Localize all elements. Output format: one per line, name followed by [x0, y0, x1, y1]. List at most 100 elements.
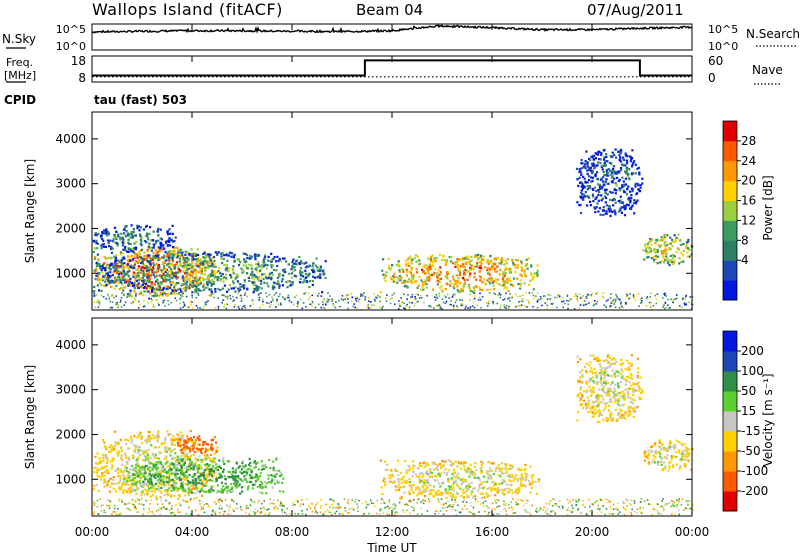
- range-cell: [115, 284, 118, 288]
- range-cell: [206, 480, 209, 483]
- range-cell: [367, 305, 370, 307]
- range-cell: [161, 478, 164, 481]
- range-cell: [431, 254, 434, 257]
- range-cell: [173, 272, 176, 275]
- range-cell: [398, 300, 400, 302]
- range-cell: [282, 269, 285, 272]
- range-cell: [478, 256, 481, 260]
- range-cell: [188, 473, 191, 477]
- range-cell: [170, 449, 173, 452]
- range-cell: [452, 285, 455, 288]
- nave-tick-top: 60: [708, 54, 723, 68]
- range-cell: [491, 263, 494, 267]
- range-cell: [94, 306, 97, 309]
- range-cell: [481, 288, 484, 291]
- range-cell: [201, 494, 204, 497]
- range-cell: [607, 182, 610, 185]
- range-cell: [188, 489, 191, 492]
- range-cell: [215, 450, 218, 453]
- range-cell: [135, 283, 139, 287]
- range-cell: [470, 255, 473, 258]
- range-cell: [414, 302, 417, 305]
- range-cell: [132, 258, 135, 261]
- range-cell: [230, 487, 233, 490]
- range-cell: [131, 235, 134, 238]
- range-cell: [248, 306, 251, 308]
- range-cell: [431, 461, 434, 464]
- range-cell: [582, 165, 585, 169]
- range-cell: [469, 268, 473, 271]
- range-cell: [389, 480, 392, 483]
- range-cell: [462, 263, 465, 266]
- range-cell: [189, 265, 192, 268]
- range-cell: [530, 272, 533, 275]
- range-cell: [312, 302, 314, 304]
- range-cell: [204, 478, 207, 481]
- range-cell: [638, 171, 641, 174]
- range-cell: [227, 288, 230, 291]
- range-cell: [684, 297, 686, 300]
- range-cell: [391, 264, 394, 267]
- range-cell: [597, 188, 600, 191]
- range-cell: [509, 267, 512, 270]
- range-cell: [225, 269, 228, 272]
- range-cell: [212, 489, 215, 492]
- range-cell: [457, 472, 460, 475]
- range-cell: [636, 192, 639, 195]
- range-cell: [593, 164, 596, 167]
- range-cell: [299, 298, 302, 301]
- range-cell: [649, 250, 653, 253]
- range-cell: [184, 487, 187, 490]
- range-cell: [614, 172, 617, 175]
- range-cell: [428, 279, 431, 282]
- range-cell: [108, 298, 110, 300]
- range-cell: [231, 490, 234, 493]
- range-cell: [408, 264, 411, 268]
- range-cell: [491, 265, 494, 268]
- range-cell: [243, 478, 246, 481]
- range-cell: [165, 240, 168, 243]
- range-cell: [232, 295, 234, 298]
- range-cell: [261, 273, 264, 276]
- range-cell: [254, 284, 257, 287]
- range-cell: [499, 467, 502, 470]
- range-cell: [385, 297, 387, 300]
- range-cell: [157, 473, 160, 476]
- range-cell: [264, 254, 267, 257]
- range-cell: [264, 486, 268, 489]
- range-cell: [200, 473, 203, 476]
- range-cell: [557, 293, 560, 296]
- range-cell: [148, 266, 151, 269]
- range-cell: [169, 232, 172, 235]
- range-cell: [111, 262, 114, 265]
- range-cell: [664, 241, 667, 244]
- range-cell: [195, 297, 198, 299]
- range-cell: [185, 470, 188, 473]
- range-cell: [589, 200, 592, 203]
- range-cell: [230, 475, 233, 479]
- range-cell: [389, 302, 392, 305]
- range-cell: [276, 255, 279, 258]
- range-cell: [136, 271, 140, 274]
- range-cell: [169, 239, 172, 242]
- range-cell: [120, 299, 122, 302]
- range-cell: [496, 257, 499, 260]
- range-cell: [217, 305, 220, 308]
- range-cell: [171, 251, 174, 254]
- range-cell: [163, 247, 166, 250]
- range-cell: [313, 271, 316, 274]
- range-cell: [486, 269, 489, 272]
- range-cell: [556, 296, 558, 299]
- range-cell: [215, 463, 218, 466]
- range-cell: [182, 292, 184, 295]
- range-cell: [243, 258, 246, 261]
- range-cell: [109, 264, 112, 267]
- range-cell: [412, 491, 415, 494]
- range-tick-label: 4000: [55, 132, 86, 146]
- range-cell: [204, 301, 207, 304]
- range-cell: [434, 479, 437, 482]
- range-cell: [652, 255, 656, 259]
- range-cell: [624, 208, 627, 211]
- range-cell: [291, 281, 294, 284]
- range-cell: [133, 266, 136, 269]
